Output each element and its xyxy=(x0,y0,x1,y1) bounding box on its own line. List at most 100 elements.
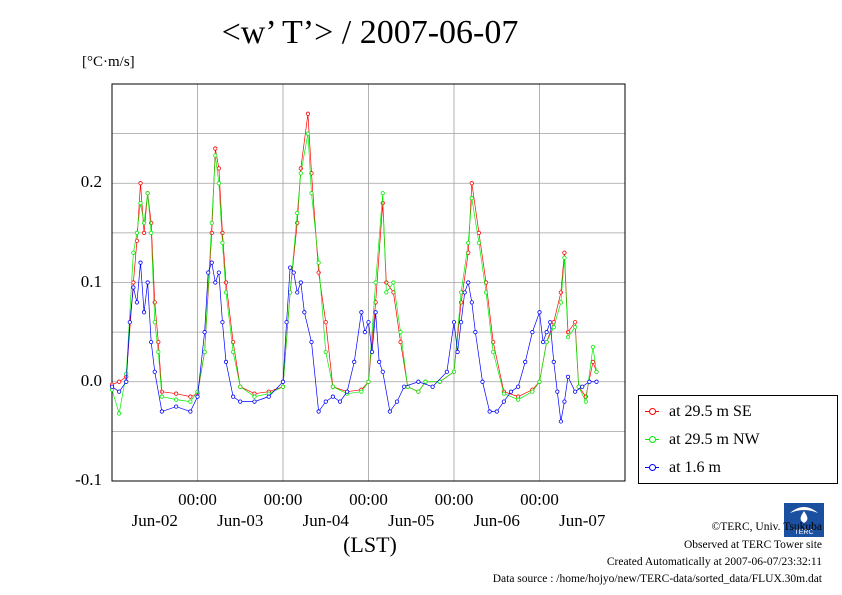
data-point xyxy=(562,250,567,255)
data-point xyxy=(124,379,129,384)
data-point xyxy=(537,310,542,315)
data-point xyxy=(330,394,335,399)
data-point xyxy=(209,230,214,235)
data-point xyxy=(540,339,546,345)
data-point xyxy=(565,374,571,379)
y-tick-label: 0.1 xyxy=(80,271,102,291)
data-point xyxy=(555,389,560,394)
data-point xyxy=(323,320,328,325)
data-point xyxy=(127,320,132,325)
x-date-label: Jun-05 xyxy=(388,511,435,530)
data-point xyxy=(231,394,236,399)
data-point xyxy=(551,359,556,364)
data-point xyxy=(380,191,385,196)
data-point xyxy=(209,260,214,265)
data-point xyxy=(469,181,474,186)
data-point xyxy=(188,409,193,414)
data-point xyxy=(188,399,193,404)
data-point xyxy=(323,349,328,355)
terc-logo: TERC xyxy=(784,503,824,537)
data-point xyxy=(466,280,471,285)
data-point xyxy=(298,280,303,285)
data-point xyxy=(423,379,428,384)
data-point xyxy=(444,369,449,374)
data-point xyxy=(573,325,578,330)
data-point xyxy=(117,411,122,416)
data-point xyxy=(590,359,596,364)
data-point xyxy=(213,146,218,151)
data-point xyxy=(480,379,485,384)
data-point xyxy=(459,290,464,295)
data-point xyxy=(451,320,457,325)
footer-source: Data source : /home/hojyo/new/TERC-data/… xyxy=(492,573,822,585)
data-point xyxy=(316,409,321,414)
data-point xyxy=(377,359,382,364)
series-2 xyxy=(109,260,599,424)
data-point xyxy=(238,399,243,404)
data-point xyxy=(131,280,136,285)
data-point xyxy=(288,290,293,295)
x-time-tick-label: 00:00 xyxy=(349,490,388,509)
data-point xyxy=(266,394,271,399)
data-point xyxy=(469,300,474,305)
x-date-label: Jun-04 xyxy=(302,511,349,530)
data-point xyxy=(141,310,147,315)
data-point xyxy=(366,320,371,325)
data-point xyxy=(202,330,207,335)
data-point xyxy=(483,290,489,295)
data-point xyxy=(159,409,164,414)
data-point xyxy=(309,191,314,196)
x-time-tick-label: 00:00 xyxy=(263,490,303,509)
data-point xyxy=(202,349,207,355)
data-point xyxy=(380,369,385,374)
data-point xyxy=(580,384,585,389)
data-point xyxy=(391,280,396,285)
legend-item-nw: at 29.5 m NW xyxy=(639,429,837,451)
data-point xyxy=(295,210,300,216)
legend: at 29.5 m SE at 29.5 m NW at 1.6 m xyxy=(638,395,838,484)
data-point xyxy=(141,230,147,235)
x-date-label: Jun-03 xyxy=(217,511,264,530)
grid-lines xyxy=(112,84,625,481)
data-point xyxy=(149,339,154,345)
data-point xyxy=(316,260,321,265)
data-point xyxy=(220,230,225,235)
data-point xyxy=(109,384,115,389)
data-point xyxy=(134,300,140,305)
data-point xyxy=(238,384,243,389)
data-point xyxy=(117,379,122,384)
data-point xyxy=(558,419,563,424)
data-point xyxy=(573,320,578,325)
data-point xyxy=(174,397,179,402)
y-tick-label: 0.0 xyxy=(80,370,102,390)
x-time-tick-label: 00:00 xyxy=(520,490,559,509)
data-point xyxy=(206,270,211,275)
data-point xyxy=(562,255,567,260)
series-line xyxy=(111,113,597,398)
data-point xyxy=(305,111,311,116)
data-point xyxy=(152,320,157,325)
data-point xyxy=(573,389,578,394)
data-point xyxy=(209,220,214,226)
data-point xyxy=(369,349,375,355)
data-point xyxy=(562,399,567,404)
data-point xyxy=(587,379,592,384)
data-point xyxy=(145,280,150,285)
data-point xyxy=(305,131,311,136)
data-point xyxy=(223,280,229,285)
data-point xyxy=(459,320,464,325)
data-point xyxy=(223,359,229,364)
data-point xyxy=(174,391,179,396)
data-point xyxy=(195,389,200,394)
data-point xyxy=(159,394,164,399)
data-point xyxy=(402,384,407,389)
data-point xyxy=(252,394,257,399)
data-point xyxy=(451,369,457,374)
data-point xyxy=(362,330,368,335)
series-line xyxy=(111,133,597,414)
data-point xyxy=(213,280,218,285)
y-tick-label: -0.1 xyxy=(75,470,102,489)
data-point xyxy=(366,379,371,384)
legend-label-se: at 29.5 m SE xyxy=(669,403,752,420)
